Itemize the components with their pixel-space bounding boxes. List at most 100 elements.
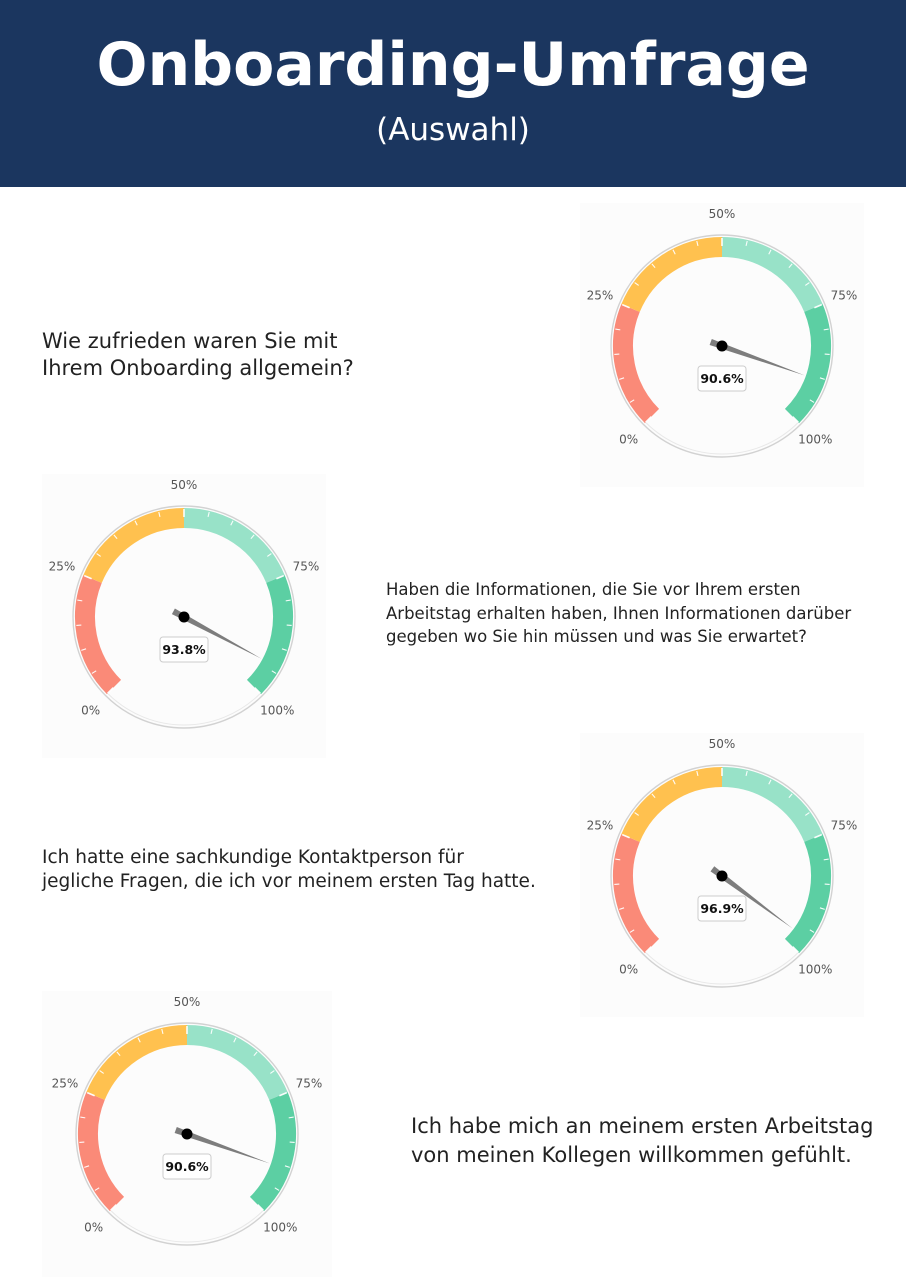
gauge-tick <box>274 1187 280 1191</box>
gauge-tick <box>257 1204 264 1211</box>
gauge-tick <box>823 328 829 331</box>
gauge-tick <box>158 511 161 517</box>
gauge-tick-label: 0% <box>84 1220 103 1234</box>
gauge-tick-label: 0% <box>619 432 638 446</box>
gauge-tick-label: 50% <box>174 995 201 1009</box>
question-line: Ich hatte eine sachkundige Kontaktperson… <box>42 847 464 868</box>
gauge-tick-label: 50% <box>171 478 198 492</box>
gauge-chart-3: 0% 25% 50% 75% 100% 96.9% <box>580 733 864 1017</box>
gauge-svg-1: 0% 25% 50% 75% 100% 90.6% <box>587 207 858 458</box>
question-line: Wie zufrieden waren Sie mit <box>42 329 338 353</box>
gauge-tick-label: 50% <box>709 207 736 221</box>
gauge-tick-label: 75% <box>831 289 858 303</box>
gauge-rim <box>610 234 834 458</box>
gauge-tick-label: 25% <box>587 289 614 303</box>
gauge-tick <box>77 599 83 602</box>
gauge-tick <box>113 534 118 540</box>
gauge-tick <box>83 574 92 580</box>
gauge-band <box>83 508 185 584</box>
gauge-value-label: 90.6% <box>165 1159 209 1174</box>
gauge-tick <box>645 416 652 423</box>
gauge-tick <box>615 858 621 861</box>
gauge-rim <box>72 505 296 729</box>
question-line: Haben die Informationen, die Sie vor Ihr… <box>386 580 801 599</box>
gauge-value-label: 90.6% <box>700 371 744 386</box>
gauge-tick <box>86 1091 95 1097</box>
gauge-tick-label: 25% <box>49 560 76 574</box>
gauge-tick <box>792 946 799 953</box>
gauge-tick-label: 50% <box>709 737 736 751</box>
gauge-band <box>249 1092 296 1212</box>
gauge-tick <box>768 779 772 785</box>
gauge-tick <box>99 1070 104 1074</box>
gauge-rim <box>75 1022 299 1246</box>
gauge-tick <box>281 648 287 651</box>
gauge-tick <box>696 770 699 776</box>
gauge-needle <box>710 866 793 929</box>
question-line: jegliche Fragen, die ich vor meinem erst… <box>42 871 536 893</box>
gauge-tick <box>805 282 810 286</box>
gauge-tick <box>621 833 630 839</box>
gauge-needle <box>171 608 262 659</box>
gauge-tick <box>285 599 291 602</box>
question-line: Arbeitstag erhalten haben, Ihnen Informa… <box>386 603 852 623</box>
gauge-band <box>613 304 660 424</box>
gauge-band <box>621 237 723 313</box>
gauge-tick-label: 75% <box>293 560 320 574</box>
gauge-chart-4: 0% 25% 50% 75% 100% 90.6% <box>42 991 332 1277</box>
gauge-tick <box>651 263 656 269</box>
gauge-chart-2: 0% 25% 50% 75% 100% 93.8% <box>42 474 326 758</box>
gauge-band <box>183 508 285 584</box>
gauge-tick-label: 25% <box>52 1077 79 1091</box>
gauge-tick <box>629 399 635 403</box>
gauge-tick <box>805 812 810 816</box>
gauge-tick <box>80 1116 86 1119</box>
gauge-tick-label: 75% <box>831 819 858 833</box>
gauge-tick-label: 100% <box>263 1220 297 1234</box>
gauge-tick-label: 100% <box>798 962 832 976</box>
gauge-needle-hub <box>181 1128 193 1140</box>
gauge-value-box <box>697 365 747 392</box>
gauge-tick-label: 0% <box>81 703 100 717</box>
gauge-tick <box>94 1187 100 1191</box>
gauge-tick <box>672 779 676 785</box>
gauge-tick <box>672 249 676 255</box>
gauge-tick <box>137 1037 141 1043</box>
gauge-value-label: 93.8% <box>162 642 206 657</box>
gauge-tick <box>809 399 815 403</box>
gauge-needle-hub <box>178 611 190 623</box>
gauge-tick <box>615 328 621 331</box>
gauge-tick <box>91 670 97 674</box>
gauge-needle-hub <box>716 870 728 882</box>
gauge-tick <box>768 249 772 255</box>
gauge-band <box>784 304 831 424</box>
question-4-text: Ich habe mich an meinem ersten Arbeitsta… <box>411 1112 873 1171</box>
question-2-text: Haben die Informationen, die Sie vor Ihr… <box>386 578 851 649</box>
gauge-tick <box>161 1028 164 1034</box>
gauge-band <box>186 1025 288 1101</box>
gauge-band <box>78 1092 125 1212</box>
gauge-needle <box>709 339 805 376</box>
gauge-tick <box>230 520 234 526</box>
question-3-text: Ich hatte eine sachkundige Kontaktperson… <box>42 846 536 894</box>
gauge-tick-label: 75% <box>296 1077 323 1091</box>
gauge-band <box>75 575 122 695</box>
gauge-tick-label: 25% <box>587 819 614 833</box>
gauge-tick <box>634 282 639 286</box>
question-line: von meinen Kollegen willkommen gefühlt. <box>411 1143 852 1168</box>
gauge-value-box <box>159 636 209 663</box>
gauge-needle-hub <box>716 340 728 352</box>
gauge-tick-label: 100% <box>798 432 832 446</box>
gauge-tick <box>619 377 625 380</box>
gauge-tick <box>288 1116 294 1119</box>
page-subtitle: (Auswahl) <box>376 112 530 148</box>
gauge-tick <box>788 263 793 269</box>
gauge-tick <box>267 553 272 557</box>
gauge-tick <box>745 240 748 246</box>
gauge-tick <box>279 1091 288 1097</box>
gauge-tick <box>134 520 138 526</box>
gauge-tick <box>809 929 815 933</box>
gauge-tick <box>745 770 748 776</box>
gauge-value-label: 96.9% <box>700 901 744 916</box>
gauge-band <box>784 834 831 954</box>
